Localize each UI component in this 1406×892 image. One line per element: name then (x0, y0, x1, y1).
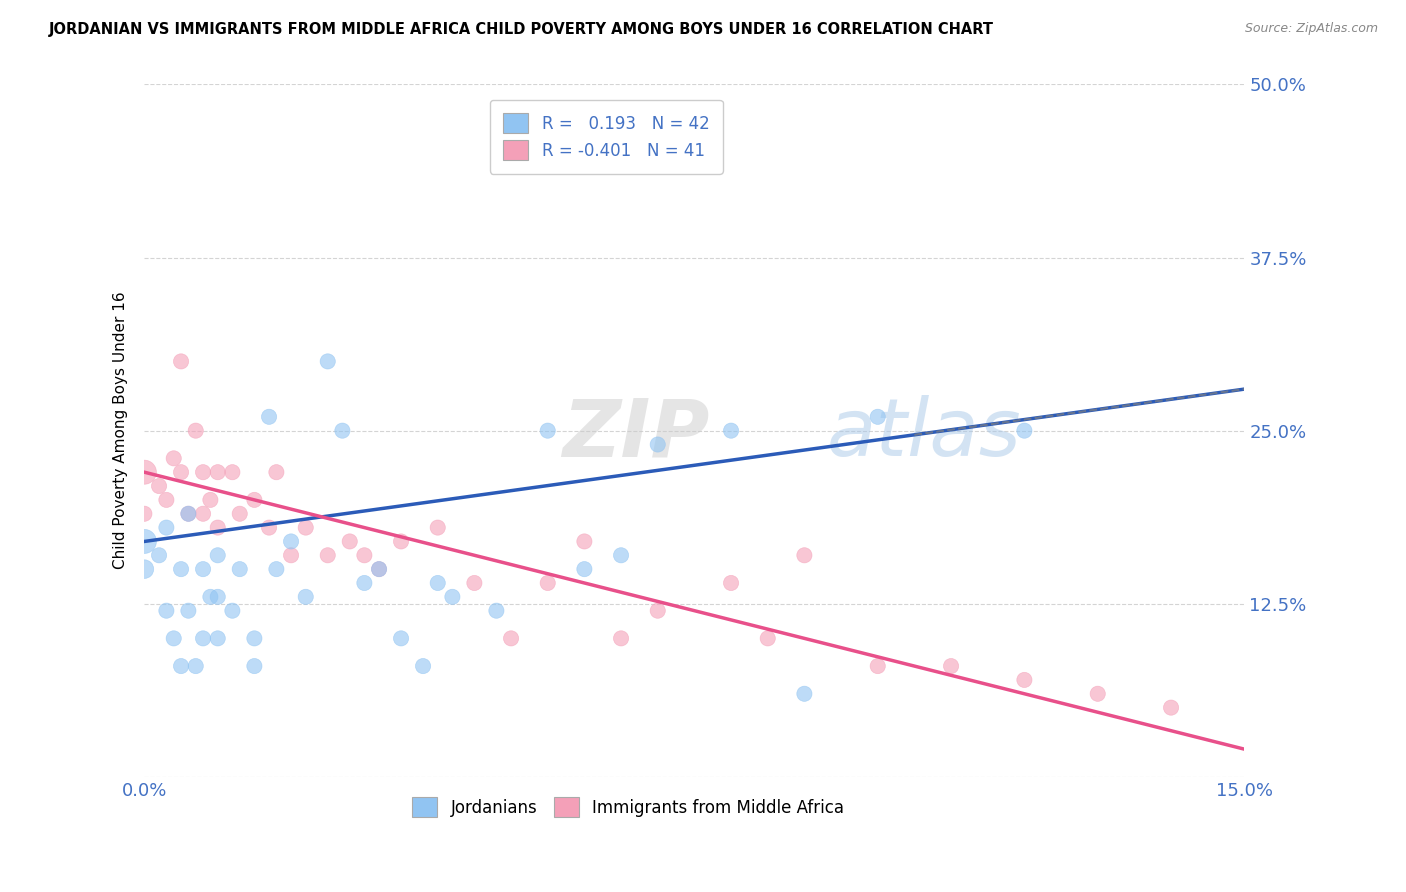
Point (266, 465, 288, 479)
Point (191, 632, 214, 646)
Point (257, 409, 280, 424)
Point (574, 534, 596, 549)
Point (184, 424, 207, 438)
Point (368, 562, 391, 576)
Point (1160, 700, 1182, 714)
Point (280, 534, 302, 549)
Point (720, 424, 742, 438)
Point (200, 492, 222, 507)
Point (574, 562, 596, 576)
Point (207, 465, 229, 479)
Point (793, 687, 815, 701)
Point (537, 576, 560, 591)
Legend: Jordanians, Immigrants from Middle Africa: Jordanians, Immigrants from Middle Afric… (406, 790, 851, 824)
Point (163, 451, 186, 466)
Point (148, 479, 170, 493)
Point (134, 534, 156, 549)
Point (866, 409, 889, 424)
Point (389, 632, 412, 646)
Point (170, 465, 193, 479)
Point (368, 562, 391, 576)
Point (499, 632, 522, 646)
Point (353, 549, 375, 563)
Point (155, 492, 177, 507)
Point (793, 549, 815, 563)
Point (229, 507, 252, 521)
Point (485, 604, 508, 618)
Point (134, 465, 156, 479)
Point (266, 562, 288, 576)
Point (353, 576, 375, 591)
Text: atlas: atlas (827, 395, 1021, 473)
Point (200, 590, 222, 604)
Y-axis label: Child Poverty Among Boys Under 16: Child Poverty Among Boys Under 16 (114, 292, 128, 569)
Point (191, 562, 214, 576)
Point (221, 465, 243, 479)
Point (191, 507, 214, 521)
Point (720, 576, 742, 591)
Point (177, 507, 200, 521)
Point (463, 576, 485, 591)
Point (221, 604, 243, 618)
Point (207, 590, 229, 604)
Point (441, 590, 464, 604)
Point (426, 576, 449, 591)
Point (412, 659, 434, 673)
Point (1014, 673, 1036, 687)
Point (243, 659, 266, 673)
Point (170, 659, 193, 673)
Point (184, 659, 207, 673)
Point (155, 604, 177, 618)
Text: JORDANIAN VS IMMIGRANTS FROM MIDDLE AFRICA CHILD POVERTY AMONG BOYS UNDER 16 COR: JORDANIAN VS IMMIGRANTS FROM MIDDLE AFRI… (49, 22, 994, 37)
Point (294, 520, 316, 534)
Point (134, 562, 156, 576)
Point (243, 492, 266, 507)
Text: Source: ZipAtlas.com: Source: ZipAtlas.com (1244, 22, 1378, 36)
Point (389, 534, 412, 549)
Point (647, 437, 669, 451)
Point (1014, 424, 1036, 438)
Point (243, 632, 266, 646)
Point (316, 354, 339, 368)
Point (257, 520, 280, 534)
Point (207, 520, 229, 534)
Point (294, 590, 316, 604)
Point (866, 659, 889, 673)
Point (207, 632, 229, 646)
Point (170, 354, 193, 368)
Point (229, 562, 252, 576)
Point (537, 424, 560, 438)
Point (610, 632, 633, 646)
Point (177, 507, 200, 521)
Point (177, 604, 200, 618)
Point (170, 562, 193, 576)
Point (316, 549, 339, 563)
Point (756, 632, 779, 646)
Point (148, 549, 170, 563)
Point (163, 632, 186, 646)
Point (339, 534, 361, 549)
Point (191, 465, 214, 479)
Point (207, 549, 229, 563)
Point (280, 549, 302, 563)
Point (939, 659, 962, 673)
Point (1087, 687, 1109, 701)
Point (426, 520, 449, 534)
Point (610, 549, 633, 563)
Text: ZIP: ZIP (562, 395, 710, 473)
Point (647, 604, 669, 618)
Point (332, 424, 354, 438)
Point (155, 520, 177, 534)
Point (134, 507, 156, 521)
